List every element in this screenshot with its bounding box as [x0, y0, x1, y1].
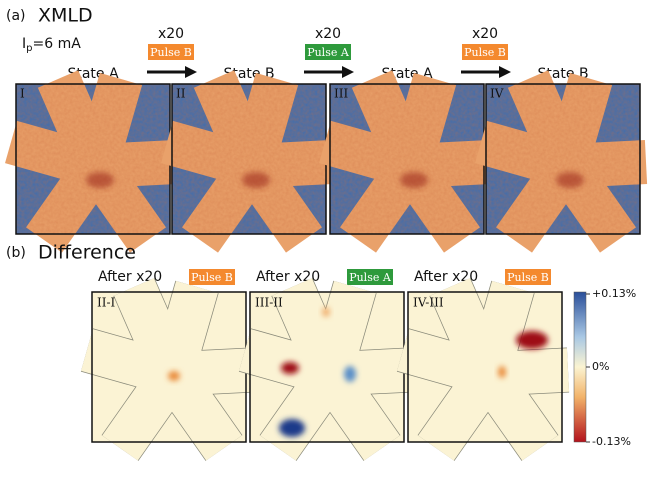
pulse-label: Pulse B [507, 271, 549, 284]
pulse-badge [347, 269, 393, 285]
panel-label: (b) [6, 245, 26, 261]
blob [279, 419, 305, 437]
xmld-image: II [167, 79, 332, 240]
state-roman: II [176, 87, 186, 101]
after-caption: After x20 [414, 269, 478, 285]
xmld-image: I [11, 79, 176, 240]
colorbar-label: +0.13% [592, 287, 636, 300]
frame [485, 83, 641, 235]
dark-spot [242, 172, 270, 188]
blob [498, 366, 506, 378]
colorbar-label: -0.13% [592, 435, 631, 448]
repeat-count: x20 [472, 26, 498, 42]
arrow-head [342, 66, 354, 78]
pulse-label: Pulse B [191, 271, 233, 284]
current-label: Ip=6 mA [22, 36, 81, 54]
pulse-label: Pulse B [464, 46, 506, 59]
arrow-head [185, 66, 197, 78]
repeat-count: x20 [315, 26, 341, 42]
after-caption: After x20 [98, 269, 162, 285]
xmld-image: III [325, 79, 490, 240]
dark-spot [556, 172, 584, 188]
noise [16, 84, 170, 234]
blob [344, 366, 356, 382]
current-subscript: p [26, 43, 32, 54]
state-roman: IV [490, 87, 504, 101]
pulse-badge [148, 44, 194, 60]
dark-spot [400, 172, 428, 188]
noise [172, 84, 326, 234]
colorbar [573, 291, 587, 443]
panel-title: Difference [38, 242, 136, 264]
after-caption: After x20 [256, 269, 320, 285]
colorbar-label: 0% [592, 360, 609, 373]
pulse-badge [462, 44, 508, 60]
pulse-label: Pulse A [349, 271, 392, 284]
pulse-badge [189, 269, 235, 285]
diff-label: III-II [255, 296, 283, 310]
pulse-badge [505, 269, 551, 285]
difference-image: II-I [87, 287, 252, 448]
panel-label: (a) [6, 8, 26, 24]
repeat-count: x20 [158, 26, 184, 42]
noise [486, 84, 640, 234]
frame [407, 291, 563, 443]
current-value: =6 mA [33, 36, 82, 52]
blob [516, 331, 548, 349]
xmld-image: IV [481, 79, 646, 240]
pulse-badge [305, 44, 351, 60]
pulse-label: Pulse A [307, 46, 350, 59]
difference-image: III-II [245, 287, 410, 448]
diff-label: II-I [97, 296, 116, 310]
difference-image: IV-III [403, 287, 568, 448]
pulse-label: Pulse B [150, 46, 192, 59]
current-symbol: I [22, 36, 26, 52]
blob [281, 362, 299, 374]
noise [330, 84, 484, 234]
blob [322, 307, 330, 317]
state-roman: I [20, 87, 25, 101]
state-roman: III [334, 87, 348, 101]
blob [168, 371, 180, 381]
dark-spot [86, 172, 114, 188]
panel-title: XMLD [38, 5, 93, 27]
arrow-head [499, 66, 511, 78]
diff-label: IV-III [413, 296, 444, 310]
